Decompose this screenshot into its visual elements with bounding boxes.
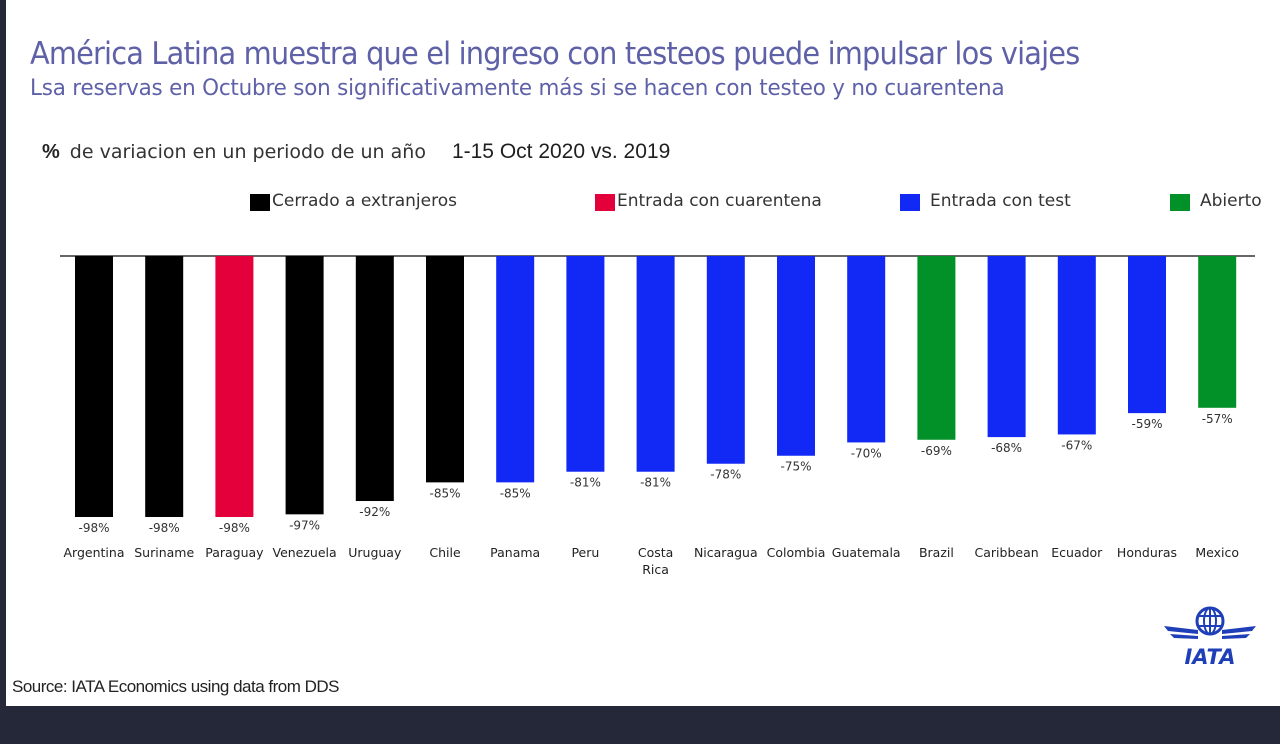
- category-label: Paraguay: [205, 545, 264, 560]
- data-label: -59%: [1131, 417, 1162, 431]
- category-label: Caribbean: [975, 545, 1039, 560]
- bar-peru: [566, 256, 605, 472]
- iata-logo-icon: IATA: [1164, 606, 1256, 669]
- category-label: Suriname: [134, 545, 194, 560]
- bar-nicaragua: [706, 256, 745, 464]
- category-label: Argentina: [64, 545, 125, 560]
- category-label: Venezuela: [272, 545, 336, 560]
- bar-chile: [426, 256, 464, 483]
- chart-subtitle: Lsa reservas en Octubre son significativ…: [30, 76, 1005, 101]
- category-label: Guatemala: [832, 545, 901, 560]
- bar-costa-rica: [636, 256, 675, 472]
- data-label: -78%: [710, 468, 741, 482]
- metric-caption: % de variacion en un periodo de un año 1-1…: [42, 140, 670, 164]
- bar-caribbean: [987, 256, 1026, 438]
- data-label: -70%: [851, 446, 882, 460]
- bar-chart: -98% Argentina -98% Suriname -98% Paraguay -97…: [60, 255, 1255, 577]
- legend-label-test: Entrada con test: [930, 190, 1071, 211]
- data-label: -85%: [429, 486, 460, 500]
- data-label: -81%: [570, 476, 601, 490]
- data-label: -68%: [991, 441, 1022, 455]
- category-label: Colombia: [767, 545, 826, 560]
- bar-guatemala: [847, 256, 886, 443]
- data-label: -97%: [289, 518, 320, 532]
- data-label: -92%: [359, 505, 390, 519]
- legend-swatch-closed: [250, 194, 270, 211]
- metric-period: 1-15 Oct 2020 vs. 2019: [451, 140, 671, 163]
- bar-uruguay: [355, 256, 394, 502]
- category-label: Panama: [490, 545, 540, 560]
- category-label: Ecuador: [1051, 545, 1103, 560]
- iata-logo-text: IATA: [1184, 645, 1235, 669]
- source-note: Source: IATA Economics using data from D…: [12, 677, 340, 696]
- category-label: Chile: [429, 545, 461, 560]
- bar-honduras: [1128, 256, 1166, 414]
- legend-item-open: Abierto: [1170, 190, 1262, 211]
- category-label: Rica: [642, 562, 669, 577]
- data-label: -98%: [149, 521, 180, 535]
- bar-suriname: [145, 256, 184, 517]
- percent-symbol: %: [42, 141, 60, 163]
- legend-item-test: Entrada con test: [900, 190, 1071, 211]
- legend-label-closed: Cerrado a extranjeros: [272, 190, 457, 211]
- data-label: -98%: [219, 521, 250, 535]
- metric-description: de variacion en un periodo de un año: [69, 141, 426, 163]
- category-label: Peru: [571, 545, 599, 560]
- data-label: -98%: [78, 521, 109, 535]
- data-label: -81%: [640, 476, 671, 490]
- bar-brazil: [917, 256, 956, 440]
- category-label: Mexico: [1195, 545, 1239, 560]
- bar-colombia: [777, 256, 815, 456]
- category-label: Uruguay: [348, 545, 402, 560]
- data-label: -85%: [500, 486, 531, 500]
- chart-title: América Latina muestra que el ingreso co…: [30, 36, 1080, 72]
- bar-mexico: [1198, 256, 1237, 408]
- legend-label-open: Abierto: [1200, 190, 1262, 211]
- category-label: Nicaragua: [694, 545, 758, 560]
- category-label: Brazil: [919, 545, 954, 560]
- legend-item-quarantine: Entrada con cuarentena: [595, 190, 822, 211]
- legend-swatch-quarantine: [595, 194, 615, 211]
- legend-swatch-test: [900, 194, 920, 211]
- bar-panama: [496, 256, 535, 483]
- data-label: -69%: [921, 444, 952, 458]
- bar-venezuela: [285, 256, 324, 515]
- category-label: Honduras: [1117, 545, 1177, 560]
- bar-ecuador: [1057, 256, 1096, 435]
- legend-label-quarantine: Entrada con cuarentena: [617, 190, 822, 211]
- bar-paraguay: [215, 256, 254, 517]
- legend-swatch-open: [1170, 194, 1190, 211]
- data-label: -67%: [1061, 438, 1092, 452]
- legend-item-closed: Cerrado a extranjeros: [250, 190, 457, 211]
- category-label: Costa: [638, 545, 673, 560]
- data-label: -75%: [780, 460, 811, 474]
- bar-argentina: [75, 256, 113, 517]
- data-label: -57%: [1202, 412, 1233, 426]
